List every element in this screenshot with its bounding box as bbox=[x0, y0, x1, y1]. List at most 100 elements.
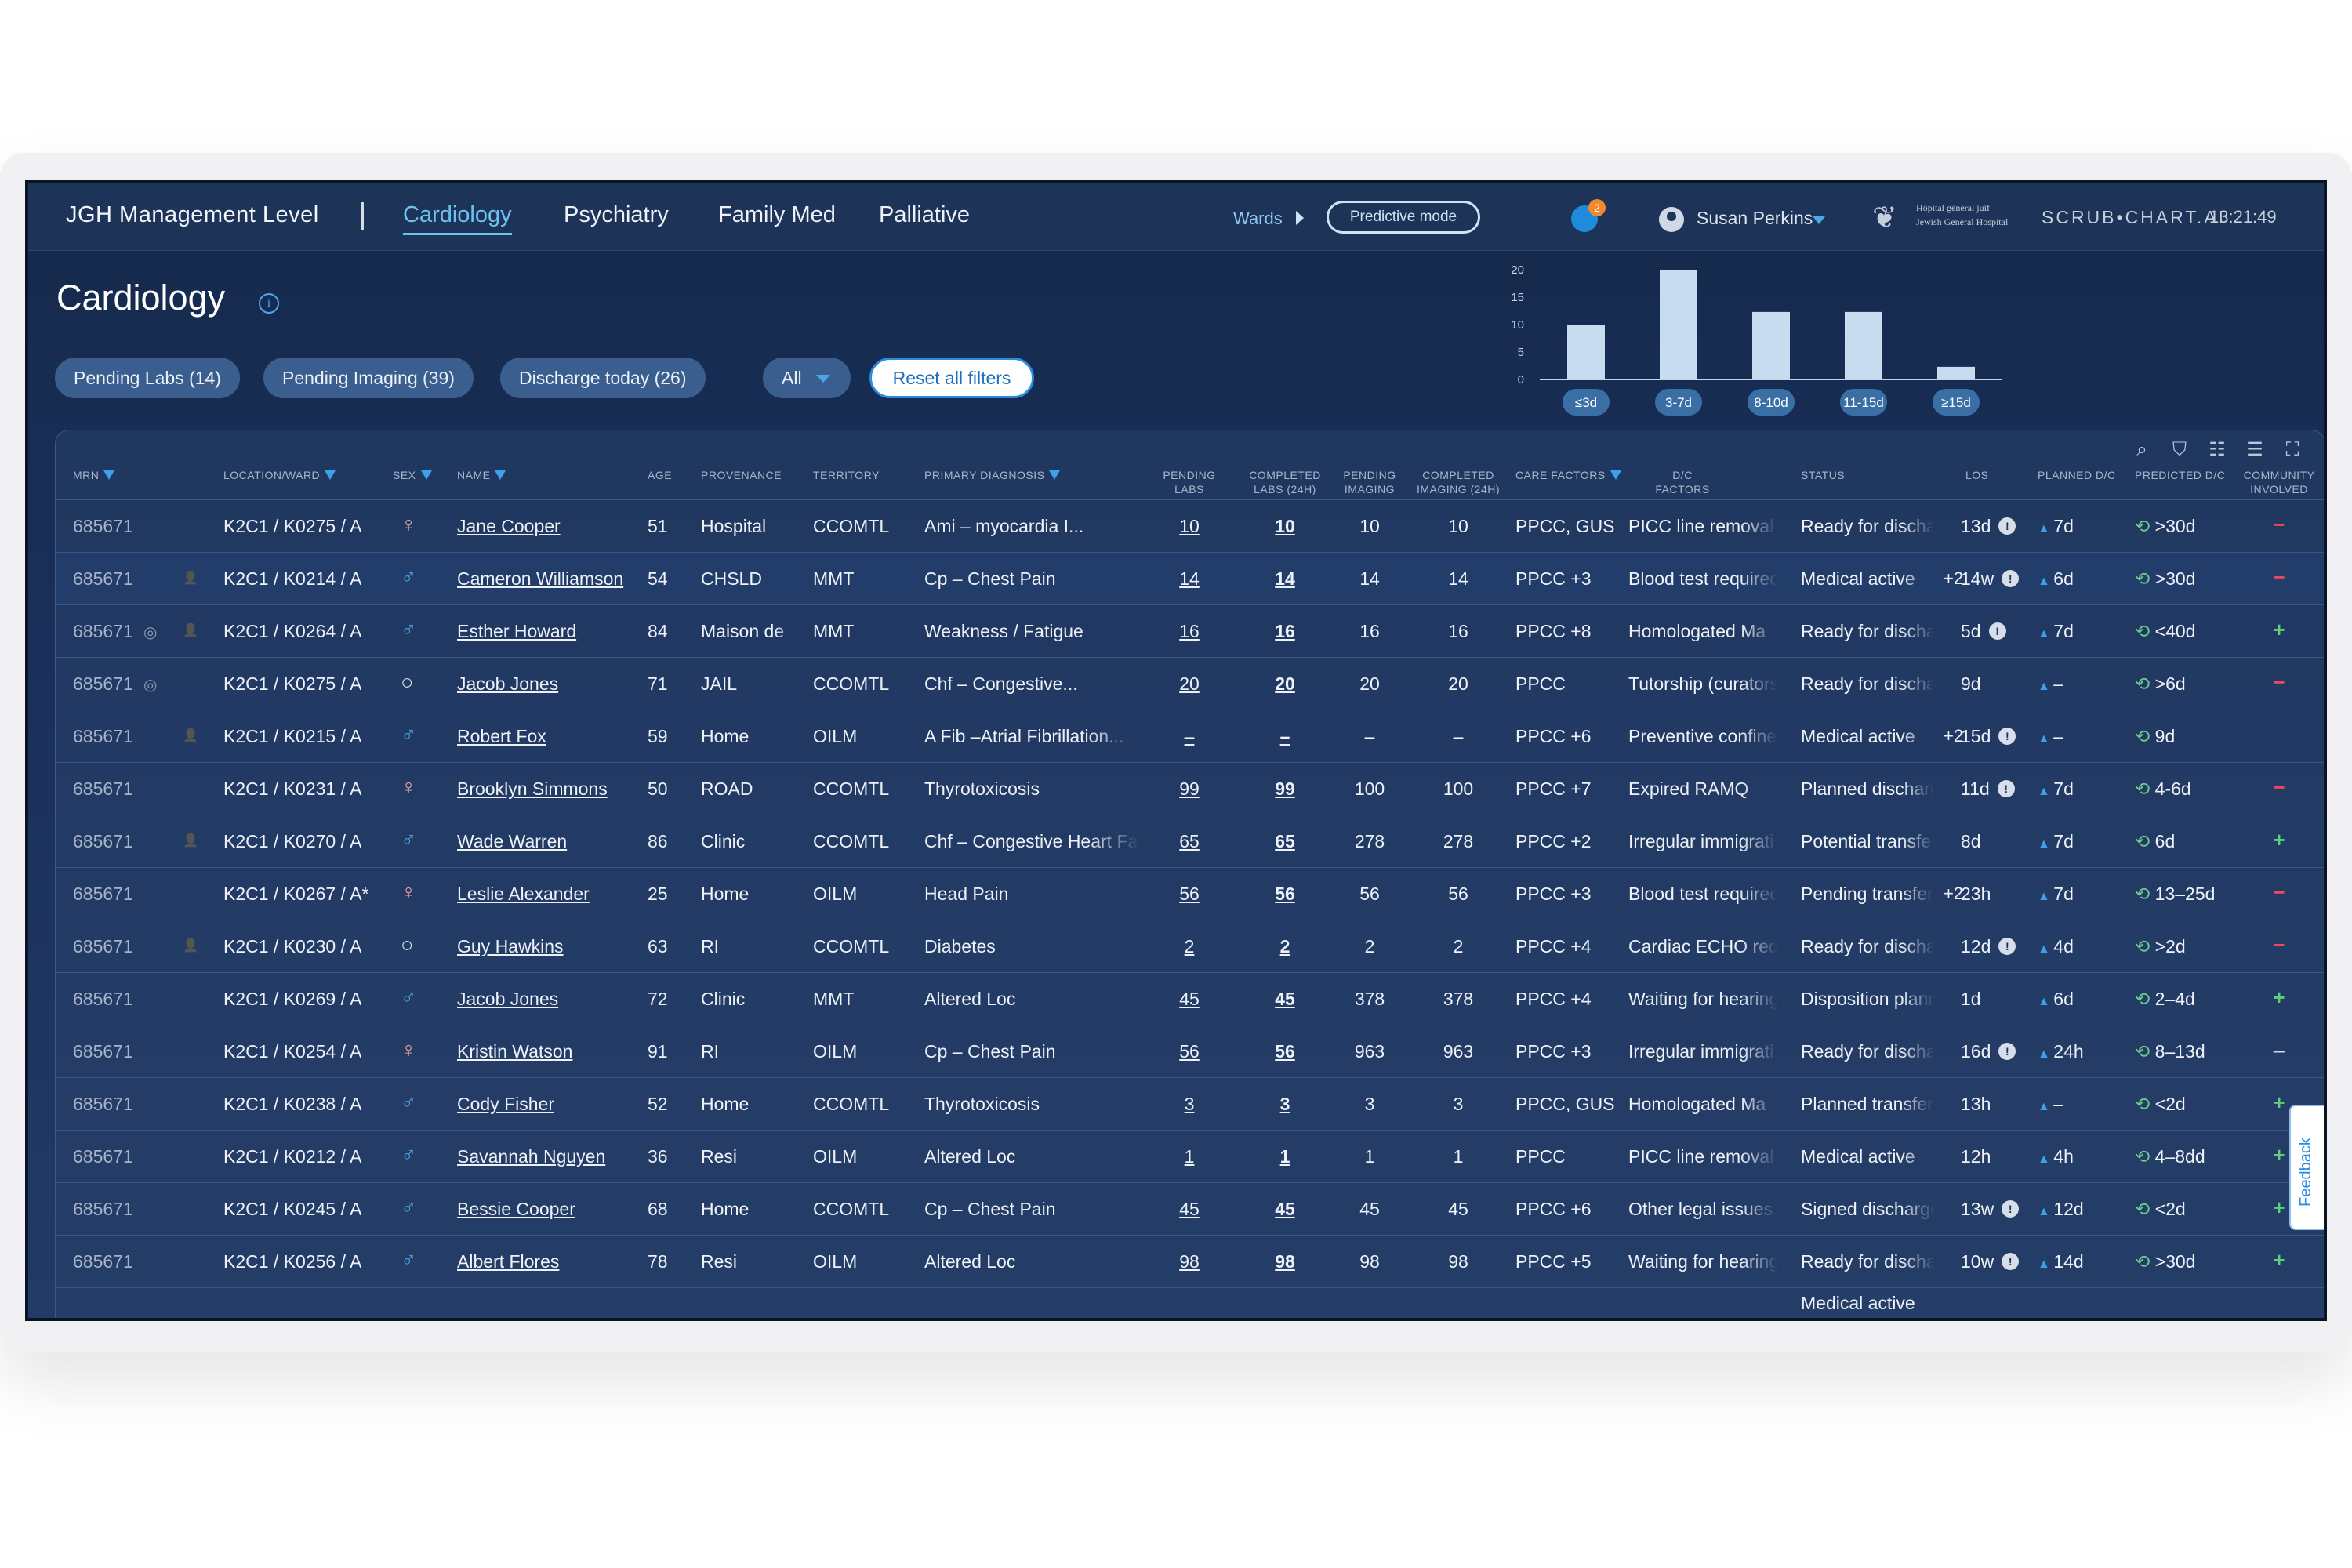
minus-icon[interactable]: − bbox=[2273, 565, 2285, 589]
table-row[interactable]: 685671 K2C1 / K0275 / A Jacob Jones 71 JAIL C… bbox=[56, 657, 2324, 710]
filter-icon[interactable]: ⛉ bbox=[2172, 439, 2187, 460]
tab-family-med[interactable]: Family Med bbox=[718, 202, 836, 227]
filter-all-select[interactable]: All bbox=[763, 358, 851, 398]
table-row[interactable]: 685671 K2C1 / K0245 / A Bessie Cooper 68 Hom… bbox=[56, 1182, 2324, 1235]
cell-completed-labs[interactable]: 99 bbox=[1275, 779, 1295, 799]
filter-pending-labs[interactable]: Pending Labs (14) bbox=[55, 358, 240, 398]
cell-name[interactable]: Esther Howard bbox=[457, 621, 577, 641]
cell-completed-labs[interactable]: 2 bbox=[1279, 936, 1290, 956]
tab-palliative[interactable]: Palliative bbox=[879, 202, 971, 227]
filter-funnel-icon[interactable] bbox=[103, 470, 115, 480]
cell-pending-labs[interactable]: 3 bbox=[1184, 1094, 1195, 1114]
table-row[interactable]: 685671 K2C1 / K0212 / A Savannah Nguyen 36 R… bbox=[56, 1130, 2324, 1182]
cell-completed-labs[interactable]: 10 bbox=[1275, 516, 1295, 536]
cell-name[interactable]: Bessie Cooper bbox=[457, 1199, 575, 1219]
list-icon[interactable]: ☰ bbox=[2246, 439, 2263, 460]
col-age[interactable]: AGE bbox=[648, 469, 673, 481]
bucket-chip[interactable] bbox=[1840, 389, 1887, 416]
plus-icon[interactable]: + bbox=[2273, 618, 2285, 641]
user-avatar-icon[interactable] bbox=[1659, 207, 1684, 232]
cell-name[interactable]: Cody Fisher bbox=[457, 1094, 554, 1114]
cell-pending-labs[interactable]: 45 bbox=[1179, 1199, 1200, 1219]
cell-completed-labs[interactable]: 98 bbox=[1275, 1251, 1295, 1272]
plus-icon[interactable]: + bbox=[2273, 985, 2285, 1009]
table-row[interactable]: 685671 K2C1 / K0231 / A Brooklyn Simmons 50… bbox=[56, 762, 2324, 815]
cell-name[interactable]: Jacob Jones bbox=[457, 673, 559, 694]
cell-name[interactable]: Brooklyn Simmons bbox=[457, 779, 608, 799]
col-diagnosis[interactable]: PRIMARY DIAGNOSIS bbox=[924, 468, 1061, 482]
cell-name[interactable]: Cameron Williamson bbox=[457, 568, 624, 589]
x-tick-label[interactable]: ≥15d bbox=[1941, 395, 1971, 410]
col-care-factors[interactable]: CARE FACTORS bbox=[1515, 468, 1621, 482]
cell-pending-labs[interactable]: 1 bbox=[1184, 1146, 1195, 1167]
col-completed-imaging[interactable]: COMPLETED IMAGING (24H) bbox=[1416, 469, 1501, 495]
columns-icon[interactable]: ☷ bbox=[2209, 439, 2226, 460]
cell-name[interactable]: Wade Warren bbox=[457, 831, 568, 851]
tab-psychiatry[interactable]: Psychiatry bbox=[564, 202, 669, 227]
cell-name[interactable]: Robert Fox bbox=[457, 726, 546, 746]
cell-completed-labs[interactable]: 65 bbox=[1275, 831, 1295, 851]
col-location[interactable]: LOCATION/WARD bbox=[223, 468, 336, 482]
cell-name[interactable]: Jacob Jones bbox=[457, 989, 559, 1009]
plus-icon[interactable]: + bbox=[2273, 1196, 2285, 1219]
feedback-tab[interactable]: Feedback bbox=[2289, 1105, 2324, 1230]
cell-name[interactable]: Guy Hawkins bbox=[457, 936, 564, 956]
cell-pending-labs[interactable]: 65 bbox=[1179, 831, 1200, 851]
col-status[interactable]: STATUS bbox=[1801, 469, 1846, 481]
table-row[interactable]: 685671 K2C1 / K0275 / A Jane Cooper 51 Hospi… bbox=[56, 499, 2324, 552]
table-row[interactable]: 685671 K2C1 / K0254 / A Kristin Watson 91 RI… bbox=[56, 1025, 2324, 1077]
table-row[interactable]: Medical active bbox=[56, 1287, 2324, 1318]
table-row[interactable]: 685671 K2C1 / K0214 / A Cameron Williamson… bbox=[56, 552, 2324, 604]
col-provenance[interactable]: PROVENANCE bbox=[701, 469, 782, 481]
status-extra-count[interactable]: +2 bbox=[1944, 726, 1964, 746]
cell-completed-labs[interactable]: 20 bbox=[1275, 673, 1295, 694]
minus-icon[interactable]: − bbox=[2273, 933, 2285, 956]
cell-pending-labs[interactable]: 98 bbox=[1179, 1251, 1200, 1272]
cell-completed-labs[interactable]: 56 bbox=[1275, 1041, 1295, 1062]
col-territory[interactable]: TERRITORY bbox=[813, 469, 880, 481]
col-pending-labs[interactable]: PENDING LABS bbox=[1163, 469, 1216, 495]
col-pending-imaging[interactable]: PENDING IMAGING bbox=[1343, 469, 1396, 495]
histogram-bar[interactable] bbox=[1845, 311, 1882, 379]
histogram-bar[interactable] bbox=[1752, 311, 1790, 379]
cell-pending-labs[interactable]: 10 bbox=[1179, 516, 1200, 536]
table-row[interactable]: 685671 K2C1 / K0238 / A Cody Fisher 52 Home C… bbox=[56, 1077, 2324, 1130]
x-tick-label[interactable]: 8-10d bbox=[1754, 395, 1788, 410]
info-icon[interactable]: i bbox=[259, 293, 279, 314]
filter-pending-imaging[interactable]: Pending Imaging (39) bbox=[263, 358, 474, 398]
cell-completed-labs[interactable]: – bbox=[1279, 726, 1290, 746]
bucket-chip[interactable] bbox=[1655, 389, 1702, 416]
plus-icon[interactable]: + bbox=[2273, 828, 2285, 851]
cell-name[interactable]: Albert Flores bbox=[457, 1251, 560, 1272]
predictive-mode-button[interactable]: Predictive mode bbox=[1327, 201, 1480, 234]
x-tick-label[interactable]: 3-7d bbox=[1665, 395, 1692, 410]
histogram-bar[interactable] bbox=[1567, 325, 1605, 379]
bucket-chip[interactable] bbox=[1563, 389, 1610, 416]
brand-title[interactable]: JGH Management Level bbox=[66, 202, 319, 227]
table-row[interactable]: 685671 K2C1 / K0264 / A Esther Howard 84 Mai… bbox=[56, 604, 2324, 657]
table-row[interactable]: 685671 K2C1 / K0267 / A* Leslie Alexander 2… bbox=[56, 867, 2324, 920]
reset-filters-button[interactable]: Reset all filters bbox=[869, 358, 1034, 398]
col-planned-dc[interactable]: PLANNED D/C bbox=[2038, 469, 2116, 481]
cell-completed-labs[interactable]: 14 bbox=[1275, 568, 1295, 589]
cell-pending-labs[interactable]: 2 bbox=[1184, 936, 1195, 956]
histogram-bar[interactable] bbox=[1660, 270, 1697, 379]
col-predicted-dc[interactable]: PREDICTED D/C bbox=[2135, 469, 2226, 481]
minus-icon[interactable]: − bbox=[2273, 775, 2285, 799]
col-dc-factors[interactable]: D/C FACTORS bbox=[1655, 469, 1710, 495]
cell-completed-labs[interactable]: 16 bbox=[1275, 621, 1295, 641]
cell-pending-labs[interactable]: 56 bbox=[1179, 1041, 1200, 1062]
plus-icon[interactable]: + bbox=[2273, 1143, 2285, 1167]
bucket-chip[interactable] bbox=[1933, 389, 1980, 416]
cell-completed-labs[interactable]: 56 bbox=[1275, 884, 1295, 904]
filter-funnel-icon[interactable] bbox=[1610, 470, 1621, 480]
filter-discharge-today[interactable]: Discharge today (26) bbox=[500, 358, 706, 398]
minus-icon[interactable]: − bbox=[2273, 670, 2285, 694]
cell-completed-labs[interactable]: 45 bbox=[1275, 989, 1295, 1009]
minus-icon[interactable]: − bbox=[2273, 513, 2285, 536]
col-completed-labs[interactable]: COMPLETED LABS (24H) bbox=[1249, 469, 1321, 495]
cell-name[interactable]: Leslie Alexander bbox=[457, 884, 590, 904]
wards-menu[interactable]: Wards bbox=[1233, 209, 1283, 228]
col-name[interactable]: NAME bbox=[457, 468, 506, 482]
table-row[interactable]: 685671 K2C1 / K0230 / A Guy Hawkins 63 RI CCO… bbox=[56, 920, 2324, 972]
